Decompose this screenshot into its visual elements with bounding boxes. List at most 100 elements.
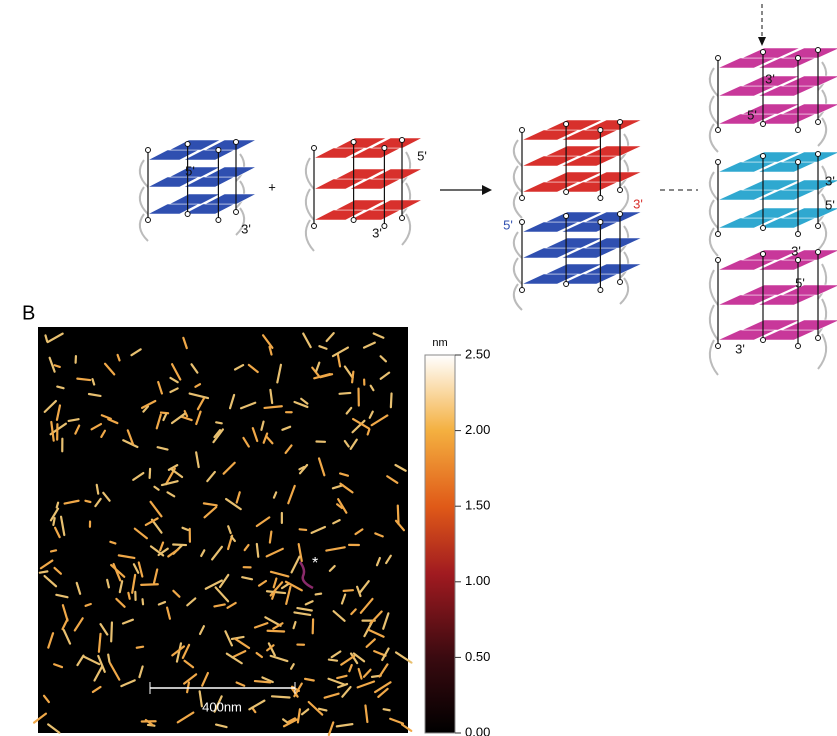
node [618, 212, 623, 217]
node [216, 218, 221, 223]
molecule [340, 393, 351, 394]
node [564, 122, 569, 127]
strand-label: 3' [241, 221, 251, 236]
node [234, 210, 239, 215]
node [216, 148, 221, 153]
arrow-head [482, 185, 492, 195]
molecule [108, 655, 109, 662]
node [618, 188, 623, 193]
molecule [216, 422, 222, 423]
strand-label: 5' [185, 163, 195, 178]
node [382, 224, 387, 229]
node [564, 190, 569, 195]
colorbar-tick-label: 0.50 [465, 649, 490, 664]
colorbar-tick-label: 1.50 [465, 498, 490, 513]
molecule [85, 501, 90, 502]
quadruplex [710, 48, 837, 153]
quadruplex [306, 138, 422, 252]
node [816, 250, 821, 255]
strand-label: 3' [765, 71, 775, 86]
molecule [255, 681, 270, 682]
node [598, 288, 603, 293]
panel-label: B [22, 302, 35, 324]
marker: * [312, 555, 318, 572]
colorbar-tick-label: 1.00 [465, 573, 490, 588]
node [816, 224, 821, 229]
molecule [329, 660, 337, 661]
node [185, 142, 190, 147]
node [816, 120, 821, 125]
node [716, 344, 721, 349]
scale-bar-label: 400nm [202, 699, 242, 714]
node [520, 196, 525, 201]
molecule [257, 544, 258, 557]
molecule [51, 550, 56, 551]
node [520, 220, 525, 225]
arrow-head [758, 37, 766, 46]
quadruplex [514, 212, 642, 311]
node [761, 122, 766, 127]
node [400, 216, 405, 221]
node [598, 220, 603, 225]
node [618, 280, 623, 285]
node [185, 212, 190, 217]
molecule [173, 544, 186, 545]
strand-loop [306, 158, 314, 189]
node [761, 154, 766, 159]
node [716, 232, 721, 237]
molecule [40, 571, 48, 572]
molecule [97, 485, 98, 494]
molecule [137, 647, 143, 648]
molecule [270, 532, 272, 543]
node [400, 138, 405, 143]
strand-label: 5' [795, 275, 805, 290]
panel-a: +5'3'5'3'3'5'3'5'3'5'3'5'3' [140, 4, 837, 375]
node [564, 214, 569, 219]
node [716, 128, 721, 133]
node [816, 152, 821, 157]
node [796, 128, 801, 133]
colorbar-unit: nm [432, 337, 447, 349]
node [716, 160, 721, 165]
strand-loop [306, 189, 314, 220]
molecule [391, 393, 392, 407]
node [796, 232, 801, 237]
molecule [268, 631, 285, 632]
node [234, 140, 239, 145]
node [312, 224, 317, 229]
node [796, 160, 801, 165]
strand-loop [710, 270, 718, 305]
strand-loop [710, 96, 718, 124]
strand-label: 3' [791, 243, 801, 258]
molecule [300, 529, 307, 530]
molecule [53, 518, 54, 525]
node [816, 336, 821, 341]
molecule [352, 372, 353, 383]
strand-label: 5' [825, 197, 835, 212]
figure: +5'3'5'3'3'5'3'5'3'5'3'5'3' B * 400nm nm… [0, 0, 837, 736]
strand-loop [514, 166, 522, 192]
node [796, 344, 801, 349]
strand-label: 5' [417, 148, 427, 163]
strand-label: 3' [825, 173, 835, 188]
strand-loop [514, 140, 522, 166]
node [351, 140, 356, 145]
node [382, 146, 387, 151]
node [146, 148, 151, 153]
colorbar-tick-label: 2.00 [465, 422, 490, 437]
strand-loop [710, 305, 718, 340]
node [312, 146, 317, 151]
molecule [77, 379, 90, 380]
panel-b: B * 400nm nm 0.000.501.001.502.002.50 [22, 302, 490, 736]
colorbar-tick-label: 0.00 [465, 724, 490, 736]
strand-loop [710, 200, 718, 228]
node [816, 48, 821, 53]
afm-image [38, 327, 408, 733]
node [716, 56, 721, 61]
node [564, 282, 569, 287]
colorbar [425, 355, 455, 733]
strand-label: 3' [735, 341, 745, 356]
molecule [398, 506, 399, 524]
molecule [161, 413, 168, 414]
node [520, 288, 525, 293]
